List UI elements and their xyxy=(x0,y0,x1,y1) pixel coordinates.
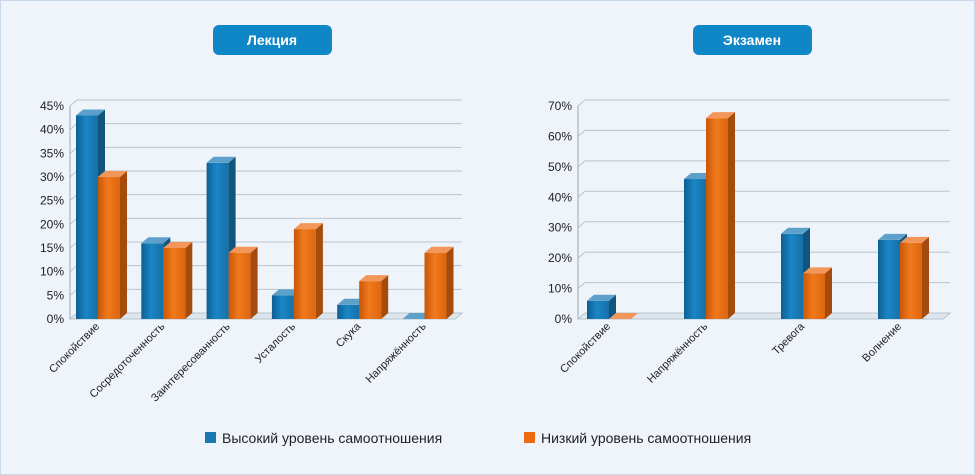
y-tick-label: 40% xyxy=(40,123,64,137)
y-tick-label: 25% xyxy=(40,194,64,208)
gridline-depth xyxy=(577,130,586,137)
bar-low xyxy=(228,246,258,319)
y-tick-label: 15% xyxy=(40,241,64,255)
gridline-depth xyxy=(69,265,78,273)
y-tick-label: 30% xyxy=(40,170,64,184)
bar-low xyxy=(803,267,832,319)
gridline-depth xyxy=(577,251,586,259)
y-tick-label: 20% xyxy=(40,217,64,231)
bar-low xyxy=(163,242,193,319)
gridline-depth xyxy=(577,190,586,198)
y-tick-label: 45% xyxy=(40,99,64,113)
bar-low xyxy=(98,171,127,319)
y-tick-label: 5% xyxy=(47,288,65,302)
x-category-label: Напряжённость xyxy=(645,320,710,385)
bar-high xyxy=(587,294,616,319)
bar-low xyxy=(293,223,323,319)
plot-exam: 0% 10% 20% 30% 40% 50% 60% 70% Спокойствие Напряж… xyxy=(548,99,952,386)
gridline-depth xyxy=(577,160,586,168)
y-tick-label: 0% xyxy=(555,312,573,326)
legend-swatch-high xyxy=(205,432,216,443)
y-tick-label: 35% xyxy=(40,146,64,160)
legend-label-low: Низкий уровень самоотношения xyxy=(541,430,751,446)
gridline-depth xyxy=(69,241,78,249)
chart-title-right: Экзамен xyxy=(723,32,781,48)
legend: Высокий уровень самоотношения Низкий уро… xyxy=(205,430,751,446)
gridline-depth xyxy=(69,123,78,131)
chart-title-left: Лекция xyxy=(247,32,297,48)
bar-low xyxy=(900,236,929,319)
bar-low xyxy=(609,313,638,319)
y-tick-label: 50% xyxy=(548,160,572,174)
legend-swatch-low xyxy=(524,432,535,443)
x-category-label: Волнение xyxy=(860,321,904,365)
legend-label-high: Высокий уровень самоотношения xyxy=(222,430,442,446)
gridline-depth xyxy=(577,99,586,107)
y-tick-label: 10% xyxy=(40,265,64,279)
title-pill-left: Лекция xyxy=(213,25,332,55)
x-category-label: Скука xyxy=(334,320,364,350)
bar-low xyxy=(359,275,389,319)
y-tick-label: 30% xyxy=(548,221,572,235)
gridline-depth xyxy=(69,288,78,296)
y-tick-label: 40% xyxy=(548,190,572,204)
title-pill-right: Экзамен xyxy=(693,25,812,55)
gridline-depth xyxy=(577,221,586,229)
chart-floor xyxy=(68,312,464,320)
plot-lecture: 0% 5% 10% 15% 20% 25% 30% 35% 40% 45% Спокойствие С… xyxy=(40,99,464,404)
x-category-label: Напряжённость xyxy=(364,320,429,385)
gridline-depth xyxy=(69,99,78,107)
bar-low xyxy=(706,112,735,320)
x-category-label: Усталость xyxy=(253,320,298,365)
x-category-label: Тревога xyxy=(770,320,807,357)
gridline-depth xyxy=(69,146,78,154)
x-category-label: Спокойствие xyxy=(47,321,102,376)
bar-high xyxy=(402,313,432,319)
gridline-depth xyxy=(69,217,78,225)
x-category-label: Спокойствие xyxy=(558,321,613,376)
gridline-depth xyxy=(69,194,78,202)
bar-low xyxy=(424,246,454,319)
y-tick-label: 0% xyxy=(47,312,65,326)
gridline-depth xyxy=(69,170,78,178)
y-tick-label: 70% xyxy=(548,99,572,113)
y-tick-label: 60% xyxy=(548,129,572,143)
y-tick-label: 20% xyxy=(548,251,572,265)
y-tick-label: 10% xyxy=(548,282,572,296)
gridline-depth xyxy=(577,282,586,289)
